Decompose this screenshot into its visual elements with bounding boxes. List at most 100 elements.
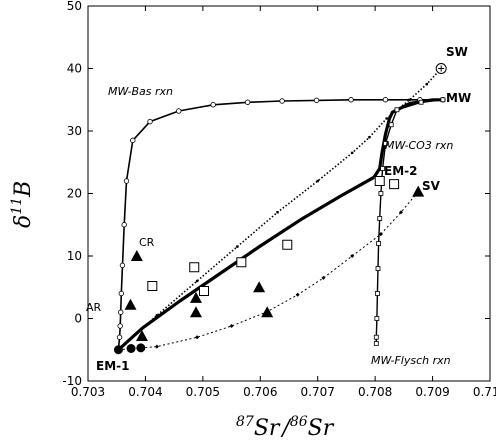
- x-tick-label: 0.707: [301, 385, 335, 399]
- point-mw-co3-rxn: [368, 136, 371, 139]
- triangle-point: [253, 281, 266, 293]
- y-axis-title-el: B: [11, 181, 36, 198]
- y-tick-label: 30: [67, 124, 82, 138]
- y-tick-label: 0: [74, 312, 82, 326]
- point-mw-flysch-vertical: [374, 316, 380, 321]
- triangle-point: [135, 330, 148, 341]
- point-mw-flysch-rxn: [295, 292, 300, 297]
- triangle-point: [261, 306, 274, 318]
- point-mw-flysch-vertical: [377, 216, 383, 221]
- x-axis-title-sep: /: [280, 416, 292, 441]
- series-line-mw-co3-rxn: [117, 67, 442, 351]
- x-tick-label: 0.704: [128, 385, 162, 399]
- point-mw-flysch-vertical: [373, 334, 379, 340]
- point-mw-bas-rxn: [313, 97, 320, 104]
- point-mw-bas-rxn: [130, 137, 136, 144]
- point-mw-bas-rxn: [119, 262, 126, 269]
- point-mw-bas-rxn: [210, 102, 216, 108]
- point-mw-flysch-rxn: [350, 254, 355, 258]
- point-mw-flysch-rxn: [154, 344, 159, 349]
- series-line-em-2-to-mw: [372, 98, 443, 179]
- triangle-point: [124, 298, 137, 310]
- axis-ticks: 0.703 0.704 0.705 0.706 0.707 0.708 0.709 0.710…: [62, 0, 496, 399]
- circle-point: [113, 345, 123, 355]
- x-axis-title: 87Sr/86Sr: [236, 414, 335, 441]
- x-tick-label: 0.709: [415, 385, 449, 399]
- square-point: [199, 286, 210, 296]
- x-tick-label: 0.706: [243, 385, 277, 399]
- label-mw-bas-rxn: MW-Bas rxn: [108, 85, 173, 98]
- point-mw-co3-rxn: [276, 211, 279, 214]
- x-tick-label: 0.710: [473, 385, 496, 399]
- series-line-mw-bas-rxn: [117, 99, 443, 350]
- point-mw-flysch-vertical: [418, 99, 424, 105]
- point-mw-co3-rxn: [350, 151, 354, 155]
- point-mw-flysch-vertical: [378, 191, 384, 196]
- triangle-point: [189, 291, 202, 303]
- y-axis-title-sym: δ: [11, 215, 36, 228]
- point-mw-flysch-vertical: [383, 141, 388, 146]
- series-line-mw-flysch-rxn: [118, 191, 419, 351]
- y-tick-label: 40: [67, 62, 82, 76]
- label-mw-flysch-rxn: MW-Flysch rxn: [371, 354, 451, 367]
- series-lines: [117, 67, 443, 351]
- point-mw-flysch-vertical: [388, 122, 394, 128]
- point-mw-flysch-rxn: [195, 335, 200, 340]
- x-axis-title-iso1: 87: [236, 414, 254, 430]
- point-mw-co3-rxn: [408, 98, 411, 101]
- circle-point: [136, 343, 146, 353]
- point-mw-bas-rxn: [121, 222, 127, 228]
- label-cr: CR: [139, 236, 155, 249]
- point-mw-co3-rxn: [155, 314, 159, 317]
- point-mw-flysch-vertical: [394, 107, 400, 113]
- point-mw-flysch-vertical: [375, 291, 380, 296]
- label-mw-co3-rxn: MW-CO3 rxn: [385, 139, 453, 152]
- square-point: [282, 239, 293, 250]
- x-tick-label: 0.705: [186, 385, 220, 399]
- point-mw-co3-rxn: [425, 82, 429, 86]
- point-mw-bas-rxn: [176, 108, 182, 114]
- label-sw: SW: [446, 45, 468, 59]
- square-point: [389, 179, 400, 190]
- x-axis-title-iso2: 86: [290, 414, 308, 430]
- point-mw-bas-rxn: [117, 323, 123, 329]
- x-tick-label: 0.708: [358, 385, 392, 399]
- y-tick-label: 10: [67, 249, 82, 263]
- triangle-point: [189, 306, 202, 318]
- x-axis-title-el2: Sr: [308, 416, 335, 441]
- point-mw-bas-rxn: [123, 178, 130, 184]
- y-axis-title-iso: 11: [9, 197, 25, 215]
- triangle-point: [412, 185, 425, 197]
- label-em-2: EM-2: [384, 164, 417, 178]
- point-mw-bas-rxn: [147, 118, 153, 125]
- x-axis-title-el1: Sr: [254, 416, 281, 441]
- point-mw-flysch-vertical: [440, 97, 446, 103]
- point-mw-bas-rxn: [116, 334, 123, 340]
- square-point: [189, 262, 200, 273]
- point-mw-bas-rxn: [118, 309, 124, 315]
- square-point: [236, 257, 247, 268]
- point-mw-flysch-rxn: [378, 232, 383, 237]
- point-mw-co3-rxn: [316, 179, 319, 183]
- y-tick-label: 20: [67, 187, 82, 201]
- point-mw-co3-rxn: [195, 279, 199, 283]
- label-mw: MW: [446, 91, 471, 105]
- point-mw-flysch-vertical: [375, 266, 381, 271]
- point-mw-bas-rxn: [118, 290, 125, 297]
- label-ar: AR: [86, 301, 102, 314]
- square-point: [147, 281, 158, 291]
- point-mw-flysch-vertical: [376, 241, 381, 246]
- point-mw-flysch-rxn: [229, 324, 234, 328]
- series-markers: [113, 63, 447, 355]
- x-tick-label: 0.703: [71, 385, 105, 399]
- series-line-mw-flysch-vertical: [375, 99, 443, 344]
- point-mw-bas-rxn: [279, 98, 285, 104]
- point-mw-co3-rxn: [236, 245, 239, 248]
- point-mw-flysch-vertical: [373, 341, 379, 346]
- circle-point: [126, 344, 136, 353]
- y-tick-label: 50: [67, 0, 82, 13]
- point-mw-flysch-rxn: [398, 210, 403, 215]
- point-mw-bas-rxn: [382, 97, 389, 103]
- y-axis-title: δ11B: [9, 181, 36, 228]
